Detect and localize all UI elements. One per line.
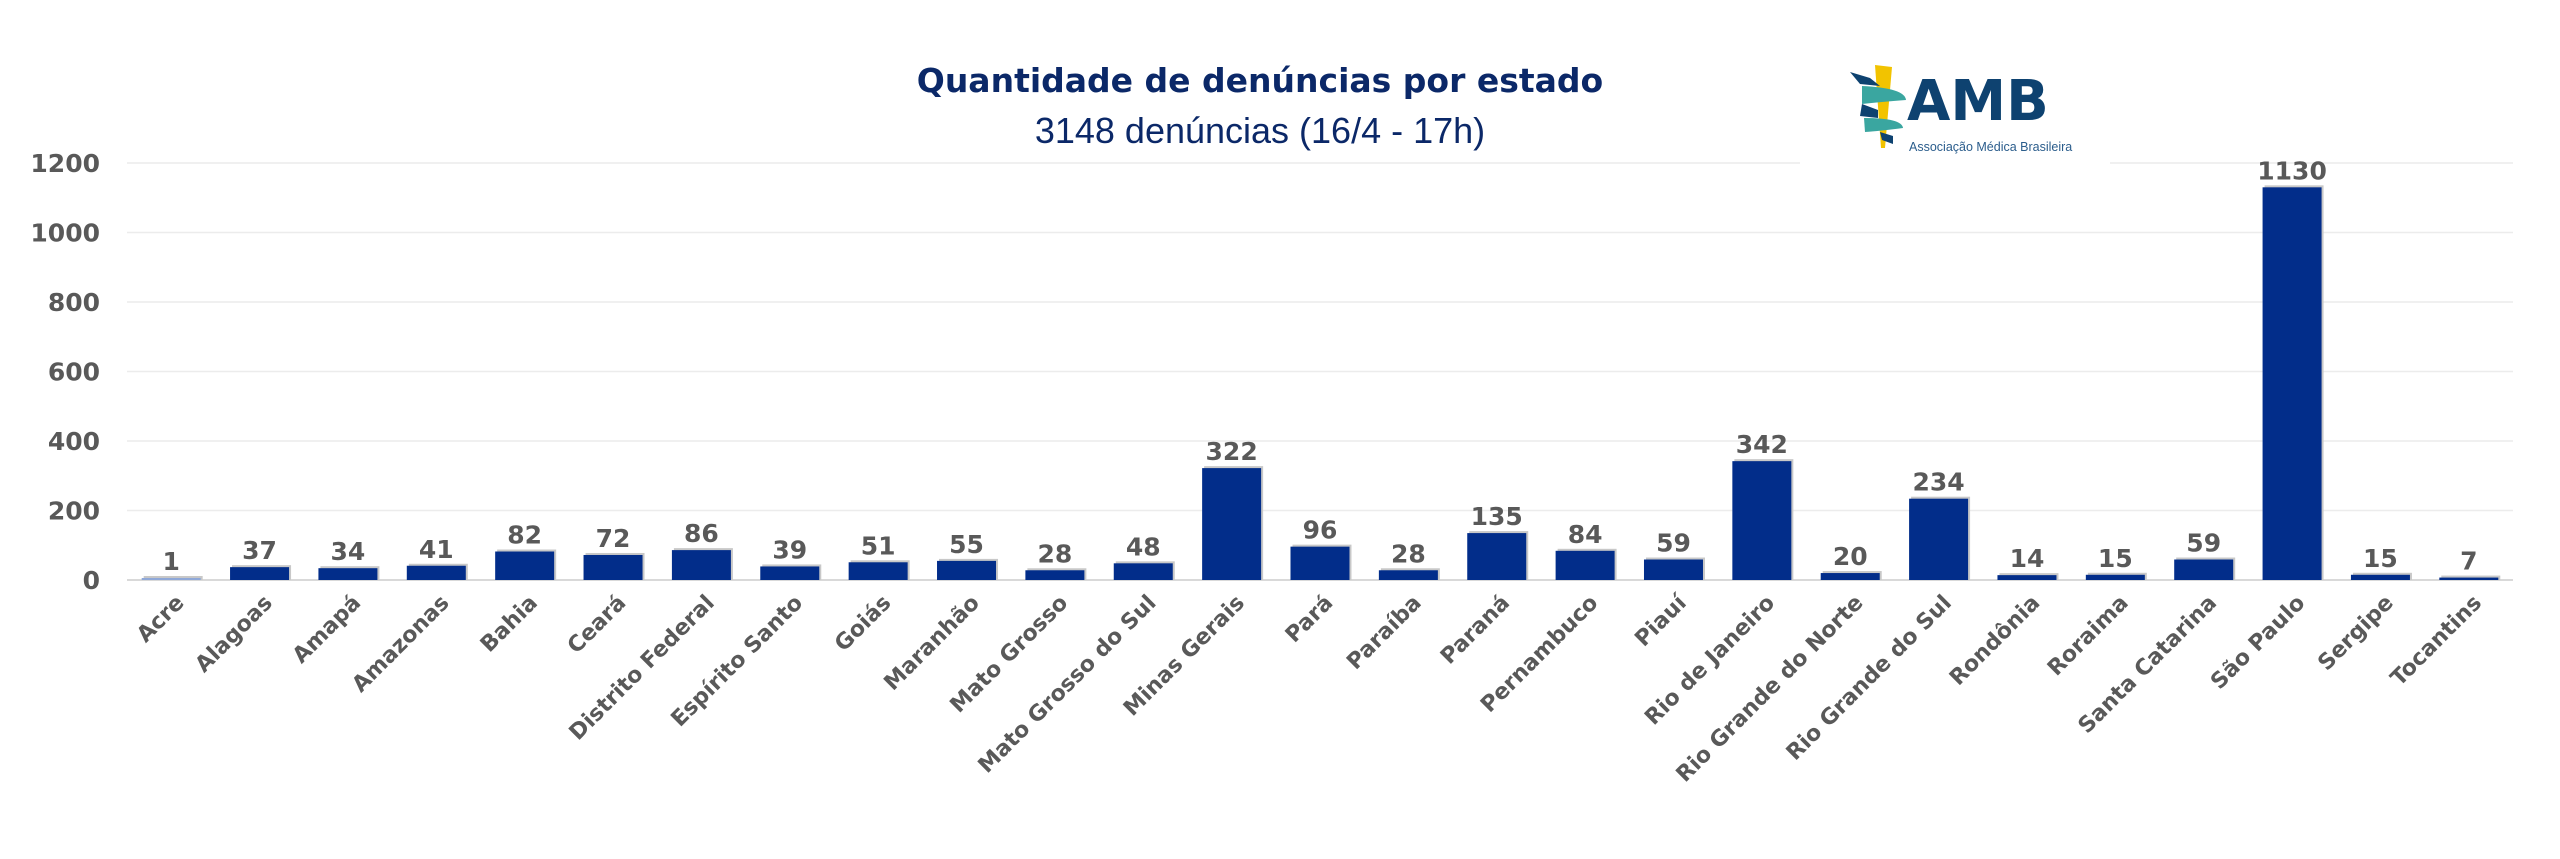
data-label: 1 [162, 547, 179, 576]
data-label: 15 [2363, 544, 2398, 573]
logo-backdrop [1800, 150, 2110, 175]
x-tick-label: Rio Grande do Norte [1672, 591, 1869, 788]
bar [848, 562, 908, 580]
y-axis: 0 200 400 600 800 1000 1200 [30, 149, 100, 595]
data-label: 37 [242, 536, 277, 565]
x-tick-label: Acre [132, 591, 189, 648]
data-label: 14 [2010, 544, 2045, 573]
bar [406, 565, 466, 580]
data-label: 7 [2460, 547, 2477, 576]
bar [1467, 533, 1527, 580]
data-label: 322 [1206, 437, 1258, 466]
y-tick-label: 800 [48, 288, 100, 317]
x-tick-label: Bahia [476, 591, 543, 658]
data-label: 28 [1391, 539, 1426, 568]
bar [1202, 468, 1262, 580]
data-label: 28 [1037, 539, 1072, 568]
x-tick-label: Paraíba [1342, 591, 1426, 675]
bar [2262, 187, 2322, 580]
bar [1643, 559, 1703, 580]
bar [1555, 550, 1615, 580]
bar [1909, 498, 1969, 580]
x-tick-label: Roraima [2043, 591, 2134, 682]
y-tick-label: 1200 [30, 149, 100, 178]
data-label: 84 [1568, 520, 1603, 549]
data-label: 59 [1656, 528, 1691, 557]
x-tick-label: Pará [1281, 591, 1338, 648]
x-tick-label: Amapá [288, 591, 366, 669]
x-tick-label: Mato Grosso do Sul [974, 591, 1162, 779]
bar [760, 566, 820, 580]
bar [1732, 461, 1792, 580]
data-label: 1130 [2257, 156, 2327, 185]
bar [1997, 575, 2057, 580]
x-tick-label: Goiás [830, 591, 896, 657]
data-label: 82 [507, 521, 542, 550]
bar [318, 568, 378, 580]
y-tick-label: 0 [83, 566, 100, 595]
data-label: 72 [596, 524, 631, 553]
x-tick-label: Alagoas [191, 591, 278, 678]
data-labels: 1 37 34 41 82 72 86 39 51 55 28 48 322 96 28 135 84 59 342… [162, 156, 2477, 576]
data-label: 96 [1303, 516, 1338, 545]
bar [1378, 570, 1438, 580]
bar [671, 550, 731, 580]
bar [937, 560, 997, 580]
x-tick-label: Ceará [563, 591, 631, 659]
bar [230, 567, 290, 580]
y-tick-label: 400 [48, 427, 100, 456]
bar [1290, 546, 1350, 580]
data-label: 135 [1471, 502, 1523, 531]
caduceus-icon [1850, 65, 1906, 148]
x-tick-label: Piauí [1630, 590, 1692, 652]
chart-subtitle: 3148 denúncias (16/4 - 17h) [1035, 110, 1485, 151]
y-tick-label: 200 [48, 497, 100, 526]
bar [141, 578, 201, 580]
data-label: 86 [684, 519, 719, 548]
x-tick-label: São Paulo [2206, 591, 2310, 695]
y-tick-label: 1000 [30, 219, 100, 248]
bar [1820, 573, 1880, 580]
bar [583, 554, 643, 580]
x-tick-label: Paraná [1436, 591, 1515, 670]
data-label: 342 [1736, 430, 1788, 459]
x-tick-label: Rondônia [1945, 591, 2045, 691]
data-label: 59 [2186, 528, 2221, 557]
x-tick-label: Distrito Federal [565, 591, 720, 746]
amb-logo: AMB Associação Médica Brasileira [1850, 65, 2072, 154]
data-label: 39 [772, 535, 807, 564]
bar [2439, 577, 2499, 580]
logo-tagline: Associação Médica Brasileira [1909, 140, 2072, 154]
data-label: 15 [2098, 544, 2133, 573]
data-label: 20 [1833, 542, 1868, 571]
bars [141, 185, 2501, 580]
bar [2174, 559, 2234, 580]
x-tick-label: Sergipe [2313, 591, 2398, 676]
data-label: 41 [419, 535, 454, 564]
data-label: 234 [1912, 468, 1964, 497]
bar [2350, 574, 2410, 580]
bar [1025, 570, 1085, 580]
logo-name: AMB [1907, 69, 2049, 134]
data-label: 34 [331, 537, 366, 566]
x-tick-label: Rio Grande do Sul [1782, 591, 1957, 766]
data-label: 55 [949, 530, 984, 559]
bar [1113, 563, 1173, 580]
y-tick-label: 600 [48, 358, 100, 387]
bar [2085, 574, 2145, 580]
data-label: 48 [1126, 532, 1161, 561]
x-tick-label: Tocantins [2386, 591, 2487, 692]
data-label: 51 [861, 531, 896, 560]
chart-title: Quantidade de denúncias por estado [917, 61, 1603, 100]
bar [495, 551, 555, 580]
